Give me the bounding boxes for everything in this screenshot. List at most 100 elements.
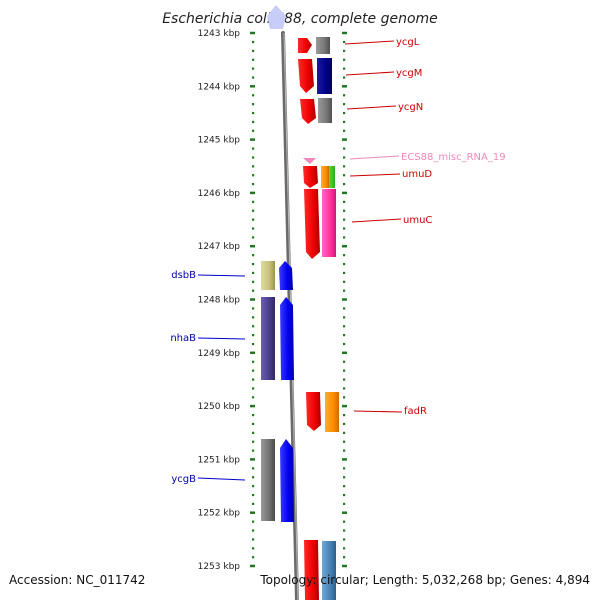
minor-tick-left (252, 316, 255, 319)
minor-tick-right (343, 218, 346, 221)
label-misc-rna[interactable]: ECS88_misc_RNA_19 (401, 152, 506, 163)
gene-next-protein-block[interactable] (322, 541, 336, 600)
minor-tick-right (343, 76, 346, 79)
minor-tick-left (252, 422, 255, 426)
minor-tick-right (343, 556, 346, 559)
minor-tick-left (252, 227, 255, 230)
minor-tick-left (252, 111, 255, 115)
gene-nhaB-arrow[interactable] (280, 297, 294, 380)
leader-line-nhaB (197, 337, 246, 340)
minor-tick-right (343, 307, 346, 310)
label-fadR[interactable]: fadR (404, 406, 427, 417)
minor-tick-left (252, 485, 255, 488)
label-ycgM[interactable]: ycgM (396, 68, 422, 79)
minor-tick-left (252, 360, 255, 363)
leader-line-misc-rna (349, 155, 400, 160)
minor-tick-left (252, 307, 255, 310)
minor-tick-left (252, 467, 255, 470)
label-ycgB[interactable]: ycgB (171, 474, 196, 485)
minor-tick-left (252, 342, 255, 346)
gene-next-arrow[interactable] (304, 540, 319, 600)
minor-tick-left (252, 262, 255, 266)
gene-ycgL-arrow[interactable] (298, 38, 312, 53)
minor-tick-left (252, 538, 255, 541)
minor-tick-left (252, 413, 255, 417)
gene-misc-rna-marker[interactable] (303, 158, 316, 164)
tick-label: 1249 kbp (198, 349, 241, 359)
gene-ycgM-arrow[interactable] (298, 59, 314, 93)
minor-tick-left (252, 236, 255, 239)
gene-dsbB-protein-block[interactable] (261, 261, 275, 290)
label-nhaB[interactable]: nhaB (170, 333, 196, 344)
leader-line-ycgB (197, 477, 246, 481)
gene-ycgM-protein-block[interactable] (317, 58, 332, 94)
leader-line-ycgM (345, 71, 395, 76)
minor-tick-right (343, 529, 346, 532)
gene-dsbB-arrow[interactable] (279, 261, 293, 290)
label-umuD[interactable]: umuD (402, 169, 432, 180)
minor-tick-left (252, 183, 255, 186)
minor-tick-right (343, 174, 346, 177)
gene-umuD-arrow[interactable] (303, 166, 318, 188)
minor-tick-right (343, 40, 346, 44)
minor-tick-right (343, 502, 346, 506)
minor-tick-left (252, 76, 255, 79)
minor-tick-right (343, 547, 346, 550)
gene-track (261, 37, 339, 600)
minor-tick-left (252, 200, 255, 203)
minor-tick-left (252, 156, 255, 159)
label-ycgL[interactable]: ycgL (396, 37, 420, 48)
leader-line-fadR (353, 410, 403, 413)
minor-tick-left (252, 147, 255, 150)
minor-tick-right (343, 467, 346, 470)
label-ycgN[interactable]: ycgN (398, 102, 423, 113)
minor-tick-left (252, 431, 255, 434)
minor-tick-right (343, 476, 346, 479)
tick-label: 1243 kbp (198, 29, 241, 39)
minor-tick-right (343, 493, 346, 497)
gene-ycgN-arrow[interactable] (300, 99, 316, 124)
minor-tick-right (343, 431, 346, 434)
minor-tick-left (252, 209, 255, 212)
minor-tick-right (343, 94, 346, 97)
minor-tick-right (343, 520, 346, 523)
minor-tick-right (343, 236, 346, 239)
minor-tick-right (343, 209, 346, 212)
minor-tick-right (343, 147, 346, 150)
minor-tick-left (252, 476, 255, 479)
gene-ycgL-protein-block[interactable] (316, 37, 330, 54)
gene-umuD-protein-block[interactable] (321, 166, 329, 188)
gene-umuD-domain-block[interactable] (329, 166, 335, 188)
minor-tick-left (252, 529, 255, 532)
tick-label: 1246 kbp (198, 189, 241, 199)
gene-ycgN-protein-block[interactable] (318, 98, 332, 123)
minor-tick-right (343, 342, 346, 346)
minor-tick-left (252, 493, 255, 497)
accession-text: Accession: NC_011742 (9, 573, 146, 587)
minor-tick-right (343, 289, 346, 292)
gene-fadR-protein-block[interactable] (325, 392, 339, 432)
minor-tick-right (343, 316, 346, 319)
minor-tick-left (252, 378, 255, 381)
minor-tick-left (252, 325, 255, 328)
minor-tick-left (252, 334, 255, 337)
leader-line-ycgL (344, 40, 395, 45)
gene-umuC-protein-block[interactable] (322, 189, 336, 257)
minor-tick-right (343, 254, 346, 257)
position-marker (267, 5, 286, 29)
minor-tick-left (252, 67, 255, 70)
gene-fadR-arrow[interactable] (306, 392, 321, 431)
minor-tick-left (252, 129, 255, 132)
gene-ycgB-protein-block[interactable] (261, 439, 275, 521)
label-umuC[interactable]: umuC (403, 215, 432, 226)
gene-nhaB-protein-block[interactable] (261, 297, 275, 380)
minor-tick-left (252, 49, 255, 52)
tick-label: 1252 kbp (198, 509, 241, 519)
label-dsbB[interactable]: dsbB (171, 270, 196, 281)
minor-tick-right (343, 378, 346, 381)
gene-umuC-arrow[interactable] (304, 189, 320, 259)
minor-tick-right (343, 103, 346, 106)
gene-ycgB-arrow[interactable] (280, 439, 294, 522)
topology-text: Topology: circular; Length: 5,032,268 bp… (260, 573, 590, 587)
